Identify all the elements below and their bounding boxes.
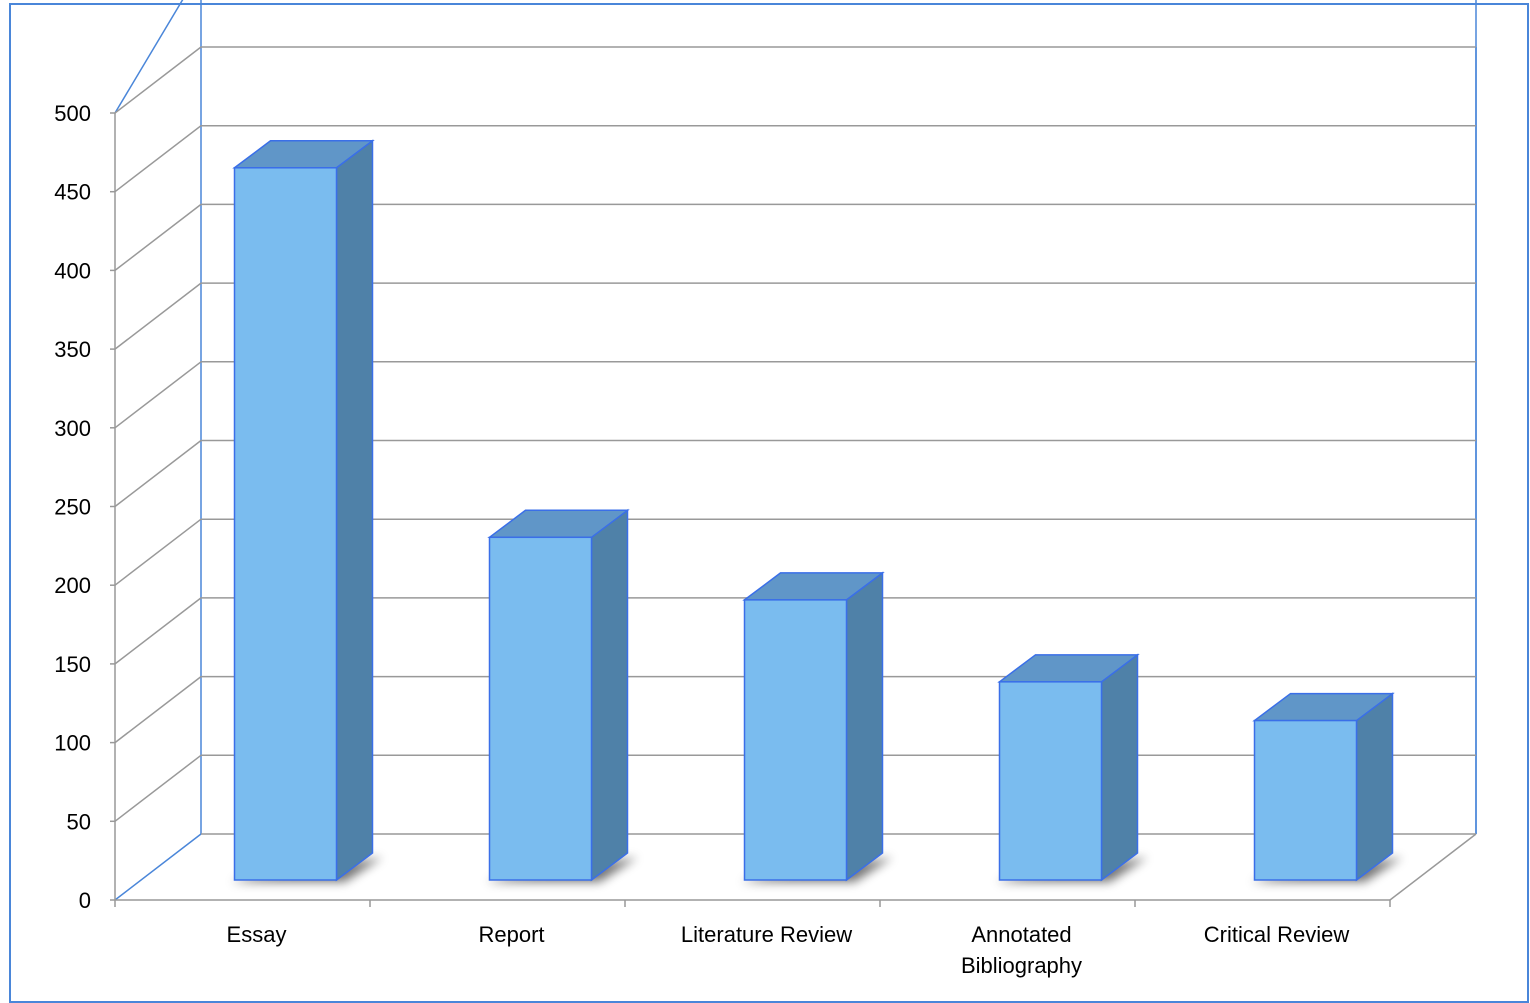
x-tick-label-line: Report — [478, 922, 544, 947]
y-tick-label: 150 — [54, 652, 91, 677]
x-tick-label-line: Bibliography — [961, 953, 1082, 978]
x-tick-label: Literature Review — [681, 922, 852, 947]
bar-side-face — [845, 571, 884, 882]
bar — [487, 508, 630, 882]
side-gridline — [114, 518, 202, 586]
side-gridline — [114, 46, 202, 114]
y-tick-label: 350 — [54, 337, 91, 362]
floor-left-edge — [114, 833, 202, 901]
side-gridline — [114, 125, 202, 193]
x-tick-label-line: Critical Review — [1204, 922, 1350, 947]
x-tick-label-line: Essay — [227, 922, 287, 947]
side-gridline — [114, 439, 202, 508]
side-gridline — [114, 282, 202, 350]
bar — [232, 139, 375, 882]
x-tick-label-line: Literature Review — [681, 922, 852, 947]
y-tick-label: 400 — [54, 258, 91, 283]
bar-front-face — [998, 681, 1103, 881]
x-axis-tick-labels: Essay Report Literature Review Annotated Bib… — [227, 922, 1350, 978]
x-tick-label: Critical Review — [1204, 922, 1350, 947]
bar — [742, 571, 885, 882]
x-tick-label: Report — [478, 922, 544, 947]
side-wall-top-edge — [114, 0, 184, 114]
floor-right-edge — [1389, 833, 1477, 901]
x-tick-label: Annotated Bibliography — [961, 922, 1082, 978]
side-gridline — [114, 676, 202, 744]
y-tick-label: 300 — [54, 416, 91, 441]
y-tick-label: 0 — [79, 888, 91, 913]
bar-front-face — [1253, 719, 1358, 881]
y-tick-label: 250 — [54, 495, 91, 520]
bar-side-face — [1100, 653, 1139, 882]
y-tick-label: 200 — [54, 573, 91, 598]
side-gridline — [114, 203, 202, 271]
side-gridline — [114, 361, 202, 429]
bar — [997, 653, 1140, 882]
bar-side-face — [590, 508, 629, 882]
y-axis-tick-labels: 0 50 100 150 200 250 300 350 400 450 500 — [54, 101, 91, 913]
bars — [232, 139, 1395, 882]
bar-front-face — [743, 599, 848, 881]
y-tick-label: 450 — [54, 180, 91, 205]
x-tick-label-line: Annotated — [971, 922, 1071, 947]
bar-side-face — [335, 139, 374, 882]
x-tick-label: Essay — [227, 922, 287, 947]
y-tick-label: 500 — [54, 101, 91, 126]
y-tick-label: 100 — [54, 731, 91, 756]
side-gridline — [114, 597, 202, 665]
bar-front-face — [488, 536, 593, 881]
bar-side-face — [1355, 692, 1394, 882]
bar — [1252, 692, 1395, 882]
y-tick-label: 50 — [67, 809, 91, 834]
side-gridline — [114, 754, 202, 822]
bar-front-face — [233, 167, 338, 881]
